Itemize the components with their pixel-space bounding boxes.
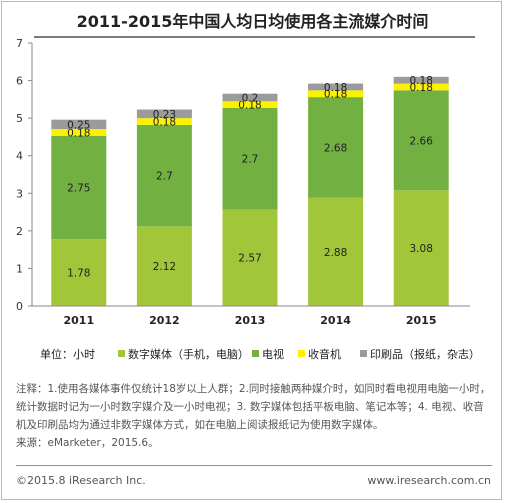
- data-label: 2.7: [156, 171, 173, 183]
- bar-segment: [393, 190, 449, 306]
- legend-label-radio: 收音机: [308, 348, 341, 361]
- bar-segment: [222, 101, 278, 108]
- data-label: 2.68: [324, 142, 347, 154]
- x-tick-label: 2014: [320, 314, 351, 327]
- legend: 单位：小时 数字媒体（手机，电脑） 电视 收音机 印刷品（报纸，杂志）: [40, 346, 490, 362]
- y-tick-label: 5: [16, 112, 23, 125]
- x-tick-label: 2015: [406, 314, 437, 327]
- legend-item-digital: 数字媒体（手机，电脑）: [118, 346, 249, 362]
- website-link[interactable]: www.iresearch.com.cn: [367, 474, 491, 487]
- note-text: 注释：1.使用各媒体事件仅统计18岁以上人群；2.同时接触两种媒介时，如同时看电…: [16, 383, 491, 431]
- data-label: 0.18: [153, 117, 176, 129]
- legend-item-print: 印刷品（报纸，杂志）: [360, 346, 480, 362]
- data-label: 2.7: [242, 154, 259, 166]
- x-tick-label: 2013: [235, 314, 266, 327]
- legend-label-print: 印刷品（报纸，杂志）: [370, 348, 480, 361]
- bar-segment: [222, 209, 278, 306]
- data-label: 1.78: [67, 268, 90, 280]
- y-axis: 0 1 2 3 4 5 6 7: [16, 37, 33, 313]
- legend-item-radio: 收音机: [298, 346, 341, 362]
- bar-segment: [222, 107, 278, 210]
- legend-swatch-tv: [252, 350, 259, 357]
- data-label: 0.18: [324, 89, 347, 101]
- data-label: 0.18: [410, 75, 433, 87]
- bar-segment: [51, 129, 107, 136]
- data-label: 2.88: [324, 247, 347, 259]
- bar-segment: [308, 90, 364, 98]
- bar-segment: [393, 76, 449, 84]
- data-label: 0.25: [67, 119, 90, 131]
- y-tick-label: 7: [16, 37, 23, 50]
- bar-segment: [308, 83, 364, 91]
- data-label: 2.75: [67, 182, 90, 194]
- copyright-text: ©2015.8 iResearch Inc.: [16, 474, 146, 487]
- legend-swatch-digital: [118, 350, 125, 357]
- legend-label-tv: 电视: [262, 348, 284, 361]
- bar-segment: [51, 135, 107, 240]
- legend-label-digital: 数字媒体（手机，电脑）: [128, 348, 249, 361]
- y-tick-label: 3: [16, 187, 23, 200]
- x-tick-label: 2011: [63, 314, 94, 327]
- bars: 1.782.750.180.252.122.70.180.232.572.70.…: [51, 75, 449, 306]
- unit-label: 单位：小时: [40, 348, 95, 361]
- data-label: 0.2: [242, 92, 259, 104]
- y-tick-label: 0: [16, 300, 23, 313]
- bar-segment: [136, 109, 192, 119]
- legend-swatch-print: [360, 350, 367, 357]
- data-label: 2.66: [410, 135, 434, 147]
- bar-segment: [51, 119, 107, 130]
- y-tick-label: 2: [16, 225, 23, 238]
- legend-item-tv: 电视: [252, 346, 284, 362]
- bar-segment: [393, 90, 449, 191]
- bar-segment: [393, 83, 449, 91]
- bar-segment: [136, 118, 192, 125]
- bar-segment: [136, 226, 192, 306]
- data-label: 2.57: [238, 253, 261, 265]
- data-label: 0.23: [153, 109, 176, 121]
- bar-segment: [51, 239, 107, 306]
- footer-divider: [16, 465, 492, 466]
- y-tick-label: 6: [16, 75, 23, 88]
- x-axis: 2011 2012 2013 2014 2015: [32, 305, 470, 327]
- bar-segment: [222, 93, 278, 102]
- bar-segment: [136, 124, 192, 227]
- data-label: 0.18: [410, 82, 433, 94]
- data-label: 0.18: [324, 82, 347, 94]
- bar-segment: [308, 197, 364, 306]
- chart-title: 2011-2015年中国人均日均使用各主流媒介时间: [76, 12, 429, 31]
- data-label: 0.18: [67, 127, 90, 139]
- x-tick-label: 2012: [149, 314, 180, 327]
- data-label: 0.18: [238, 100, 261, 112]
- data-label: 3.08: [410, 243, 433, 255]
- data-label: 2.12: [153, 261, 176, 273]
- title-underline: [34, 36, 475, 38]
- y-tick-label: 1: [16, 262, 23, 275]
- y-tick-label: 4: [16, 150, 23, 163]
- bar-segment: [308, 97, 364, 198]
- legend-swatch-radio: [298, 350, 305, 357]
- notes-block: 注释：1.使用各媒体事件仅统计18岁以上人群；2.同时接触两种媒介时，如同时看电…: [16, 380, 492, 452]
- source-text: 来源：eMarketer，2015.6。: [16, 437, 159, 449]
